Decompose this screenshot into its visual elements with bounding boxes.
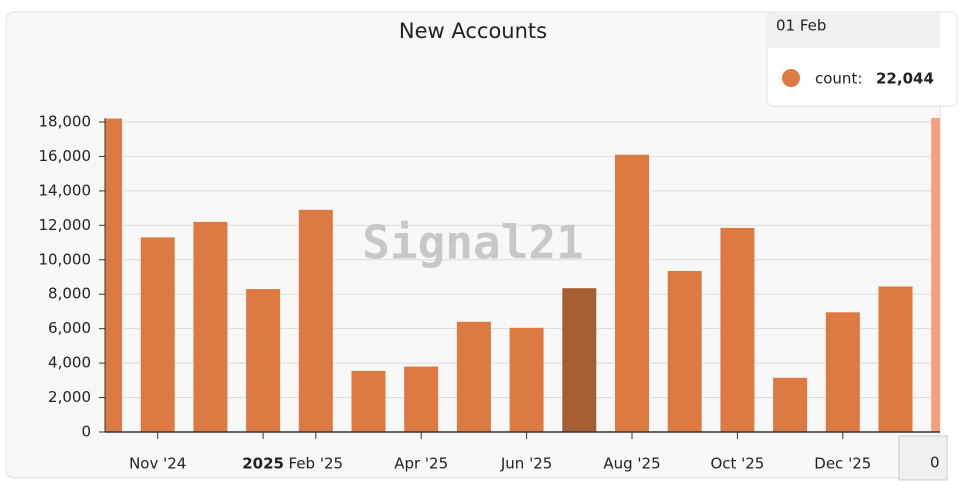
bar [105, 118, 122, 432]
tooltip-header [767, 12, 940, 48]
x-tick-label: Apr '25 [394, 455, 448, 473]
x-tick-label: Feb '25 [289, 455, 344, 473]
bar [456, 321, 491, 432]
bar [931, 118, 940, 432]
crosshair-label: 01 Feb [930, 454, 966, 472]
bar [720, 227, 755, 432]
axes: 0 2,000 4,000 6,000 8,000 10,000 12,000 14,000 1… [39, 113, 940, 473]
y-tick-label: 6,000 [48, 319, 91, 337]
tooltip-value: 22,044 [876, 70, 934, 88]
y-tick-label: 18,000 [39, 113, 92, 131]
bar [298, 209, 333, 432]
bars [105, 118, 940, 432]
y-tick-label: 12,000 [39, 216, 92, 234]
x-tick-label: Dec '25 [814, 455, 871, 473]
y-tick-label: 16,000 [39, 147, 92, 165]
x-tick-label: 2025 [242, 455, 284, 473]
tooltip: 01 Feb count: 22,044 [766, 11, 958, 107]
bar [773, 377, 808, 432]
bar [246, 289, 281, 432]
bar [615, 154, 649, 432]
y-tick-label: 0 [81, 423, 91, 441]
bar [404, 366, 439, 432]
watermark: Signal21 [362, 216, 584, 270]
y-tick-label: 14,000 [39, 181, 92, 199]
y-tick-label: 4,000 [48, 354, 91, 372]
y-tick-label: 2,000 [48, 388, 91, 406]
bar [562, 288, 597, 432]
bar [667, 270, 702, 432]
tooltip-label: count: [815, 70, 862, 88]
tooltip-marker [782, 69, 800, 87]
bar [140, 237, 175, 432]
crosshair-label-text: 01 Feb [930, 454, 966, 472]
x-tick-label: Oct '25 [710, 455, 764, 473]
bar [878, 286, 913, 432]
y-tick-label: 10,000 [39, 250, 92, 268]
y-tick-label: 8,000 [48, 285, 91, 303]
bar [351, 370, 386, 432]
bar [825, 312, 860, 432]
chart-title: New Accounts [399, 19, 547, 43]
crosshair-label-box [898, 435, 948, 481]
x-tick-label: Nov '24 [129, 455, 186, 473]
bar [193, 221, 228, 432]
x-tick-label: Aug '25 [603, 455, 660, 473]
tooltip-title: 01 Feb [776, 17, 826, 35]
x-tick-label: Jun '25 [500, 455, 552, 473]
bar [509, 327, 544, 432]
